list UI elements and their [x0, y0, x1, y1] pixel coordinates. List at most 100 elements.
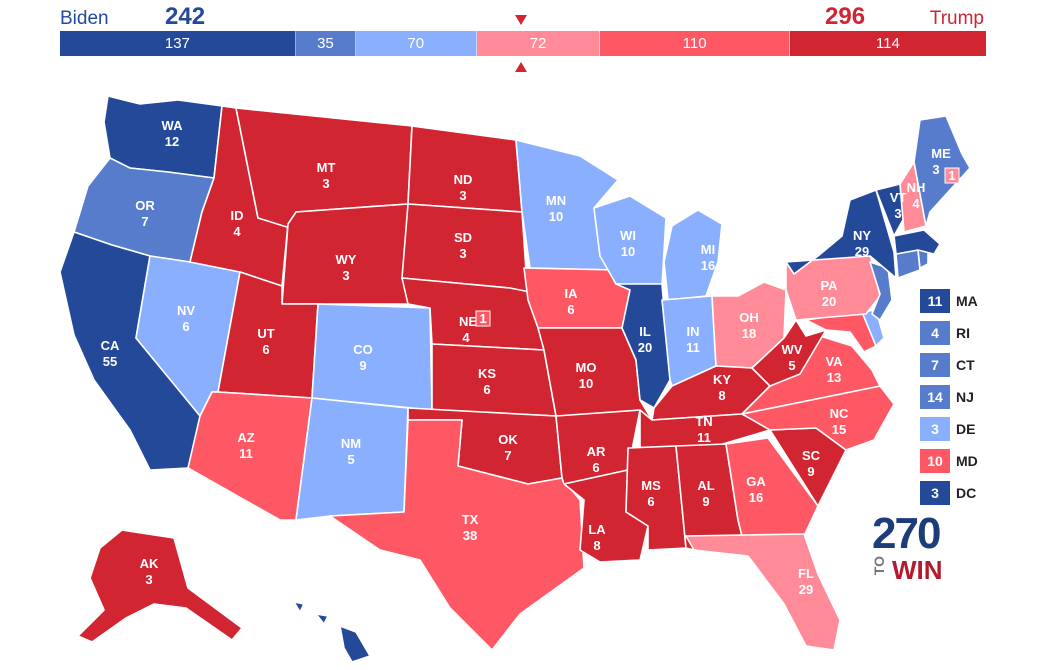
me-district-box[interactable] — [944, 167, 960, 184]
legend-row-ma[interactable]: 11 MA — [920, 289, 978, 313]
legend-ev-dc: 3 — [920, 481, 950, 505]
state-label-hi: HI — [316, 632, 329, 647]
state-label-ks: KS — [478, 366, 496, 381]
state-label-or: OR — [135, 198, 155, 213]
state-ev-me: 3 — [932, 162, 939, 177]
legend-label-md: MD — [956, 453, 978, 469]
state-label-ms: MS — [641, 478, 661, 493]
legend-label-nj: NJ — [956, 389, 974, 405]
state-ev-nh: 4 — [912, 196, 920, 211]
legend-label-ma: MA — [956, 293, 978, 309]
state-ev-ms: 6 — [647, 494, 654, 509]
state-ev-nm: 5 — [347, 452, 354, 467]
state-hi-islands-2[interactable] — [315, 613, 329, 625]
us-electoral-map: 1 1 WA12OR7CA55NV6ID4MT3WY3UT6AZ11CO9NM5… — [59, 95, 971, 663]
ne-district-box[interactable] — [475, 310, 491, 327]
state-label-mi: MI — [701, 242, 715, 257]
legend-row-nj[interactable]: 14 NJ — [920, 385, 974, 409]
legend-row-ct[interactable]: 7 CT — [920, 353, 975, 377]
tally-segment-safe-rep[interactable]: 114 — [789, 31, 986, 56]
state-ev-nc: 15 — [832, 422, 846, 437]
state-ev-sd: 3 — [459, 246, 466, 261]
state-ev-mo: 10 — [579, 376, 593, 391]
state-label-wa: WA — [162, 118, 184, 133]
legend-ev-md: 10 — [920, 449, 950, 473]
state-ev-al: 9 — [702, 494, 709, 509]
state-label-sc: SC — [802, 448, 821, 463]
tally-segment-lean-dem[interactable]: 70 — [356, 31, 477, 56]
state-label-in: IN — [687, 324, 700, 339]
state-label-fl: FL — [798, 566, 814, 581]
state-label-ky: KY — [713, 372, 731, 387]
state-label-tx: TX — [462, 512, 479, 527]
state-ev-mn: 10 — [549, 209, 563, 224]
state-ev-ca: 55 — [103, 354, 117, 369]
tally-segment-safe-dem[interactable]: 137 — [60, 31, 296, 56]
state-ev-nv: 6 — [182, 319, 189, 334]
state-label-me: ME — [931, 146, 951, 161]
state-ev-id: 4 — [233, 224, 241, 239]
state-ct[interactable] — [895, 249, 921, 279]
tally-segment-likely-rep[interactable]: 110 — [600, 31, 790, 56]
state-wy[interactable] — [281, 203, 409, 305]
state-hi-islands-1[interactable] — [293, 601, 305, 613]
state-ev-ks: 6 — [483, 382, 490, 397]
state-label-nh: NH — [907, 180, 926, 195]
state-ev-mi: 16 — [701, 258, 715, 273]
state-label-ut: UT — [257, 326, 274, 341]
legend-row-de[interactable]: 3 DE — [920, 417, 975, 441]
state-hi[interactable] — [339, 625, 371, 663]
state-label-ia: IA — [565, 286, 579, 301]
state-label-ga: GA — [746, 474, 766, 489]
state-tx[interactable] — [329, 419, 585, 651]
state-ev-oh: 18 — [742, 326, 756, 341]
state-wv[interactable] — [751, 319, 827, 387]
legend-label-ri: RI — [956, 325, 970, 341]
ne-district-ev: 1 — [479, 311, 486, 326]
tally-segment-likely-dem[interactable]: 35 — [295, 31, 357, 56]
state-ev-mt: 3 — [322, 176, 329, 191]
state-label-nm: NM — [341, 436, 361, 451]
biden-electoral-total: 242 — [165, 3, 206, 30]
270towin-logo[interactable]: 270 TO WIN — [871, 512, 952, 585]
state-ev-wy: 3 — [342, 268, 349, 283]
legend-label-dc: DC — [956, 485, 977, 501]
state-label-il: IL — [639, 324, 651, 339]
state-ev-or: 7 — [141, 214, 148, 229]
state-ev-il: 20 — [638, 340, 652, 355]
state-mi[interactable] — [663, 209, 723, 301]
state-label-nc: NC — [830, 406, 849, 421]
state-label-al: AL — [697, 478, 714, 493]
state-ev-sc: 9 — [807, 464, 814, 479]
state-label-id: ID — [231, 208, 244, 223]
state-fl[interactable] — [685, 533, 841, 651]
state-label-ny: NY — [853, 228, 871, 243]
state-ev-tn: 11 — [697, 430, 711, 445]
biden-name: Biden — [60, 8, 109, 29]
state-label-az: AZ — [237, 430, 254, 445]
state-ev-ga: 16 — [749, 490, 763, 505]
state-label-ne: NE — [459, 314, 477, 329]
state-nc[interactable] — [741, 385, 895, 451]
state-me[interactable] — [913, 115, 971, 227]
state-ma[interactable] — [893, 229, 941, 255]
tally-segment-lean-rep[interactable]: 72 — [476, 31, 601, 56]
state-ca[interactable] — [59, 231, 203, 471]
270-marker-up-icon — [515, 62, 527, 72]
state-co[interactable] — [311, 303, 433, 411]
state-label-co: CO — [353, 342, 373, 357]
logo-to: TO — [871, 556, 887, 576]
state-ev-wa: 12 — [165, 134, 179, 149]
legend-row-md[interactable]: 10 MD — [920, 449, 978, 473]
legend-ev-ct: 7 — [920, 353, 950, 377]
state-ev-ar: 6 — [592, 460, 599, 475]
state-label-nd: ND — [454, 172, 473, 187]
state-label-tn: TN — [695, 414, 712, 429]
legend-ev-ri: 4 — [920, 321, 950, 345]
state-ny[interactable] — [785, 189, 897, 279]
state-ev-co: 9 — [359, 358, 366, 373]
legend-row-ri[interactable]: 4 RI — [920, 321, 970, 345]
state-ev-ak: 3 — [145, 572, 152, 587]
legend-row-dc[interactable]: 3 DC — [920, 481, 976, 505]
state-ak[interactable] — [77, 529, 243, 643]
